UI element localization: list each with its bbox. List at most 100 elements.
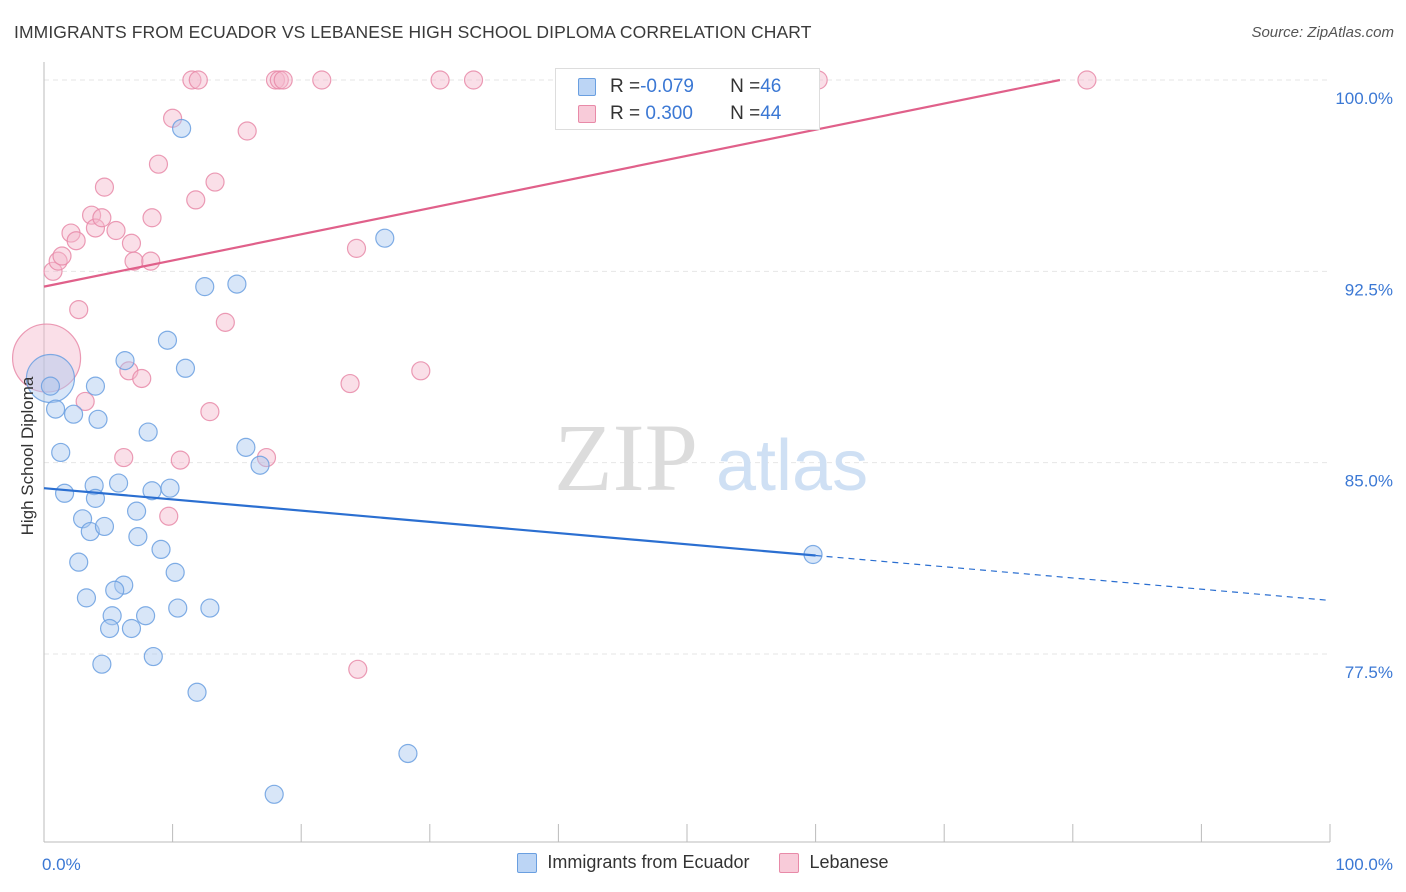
x-tick-label: 100.0% [1335,855,1393,874]
ecuador-point [160,478,180,498]
ecuador-point [51,442,71,463]
lebanese-point [148,154,169,174]
lebanese-point [1077,70,1097,90]
lebanese-trend-line [43,78,1061,288]
ecuador-point [54,483,75,503]
chart-title: IMMIGRANTS FROM ECUADOR VS LEBANESE HIGH… [14,22,812,42]
ecuador-trend-extension [815,554,1331,602]
y-tick-label: 85.0% [1345,472,1393,491]
legend-swatch-pink [578,105,596,123]
ecuador-point [172,118,192,139]
y-axis-label: High School Diploma [18,376,37,536]
legend-r-label: R = [610,76,641,97]
legend-row-ecuador: R = -0.079 N = 46 [578,75,781,99]
ecuador-point [40,376,61,396]
ecuador-point [69,552,89,572]
ecuador-point [175,358,196,378]
lebanese-point [159,506,179,526]
series-legend-label: Immigrants from Ecuador [547,852,750,872]
ecuador-point [264,784,284,804]
series-legend-ecuador[interactable]: Immigrants from Ecuador [517,852,749,873]
lebanese-point [346,238,367,258]
chart-source: Source: ZipAtlas.com [1251,24,1394,41]
ecuador-point [236,437,256,457]
lebanese-point [85,218,106,238]
legend-n-label: N = [730,103,761,124]
ecuador-point [157,330,178,350]
lebanese-point [121,233,142,253]
legend-n-value: 44 [760,103,782,124]
lebanese-point [48,251,68,271]
lebanese-point [75,391,95,412]
ecuador-point [76,588,97,608]
lebanese-point [94,177,115,197]
ecuador-point [126,501,147,521]
lebanese-point [92,208,112,228]
ecuador-point [195,277,215,297]
ecuador-point [92,654,112,674]
ecuador-point [200,598,220,618]
watermark: ZIP atlas [554,404,868,511]
lebanese-point [52,246,72,266]
legend-n-value: 46 [760,76,782,97]
lebanese-point [273,70,293,90]
y-tick-label: 100.0% [1335,89,1393,108]
ecuador-point [99,618,120,639]
ecuador-point [250,455,270,475]
lebanese-point [142,208,162,228]
legend-r-value: -0.079 [640,76,694,97]
lebanese-point [340,373,360,394]
lebanese-point [141,251,161,271]
lebanese-point [106,220,126,241]
series-swatch-pink [779,852,800,873]
ecuador-point [108,473,129,493]
ecuador-point [227,274,247,294]
series-legend-lebanese[interactable]: Lebanese [779,852,889,873]
ecuador-point [80,521,100,542]
legend-swatch-blue [578,78,596,96]
ecuador-point [25,353,76,404]
legend-r-label: R = [610,103,641,124]
lebanese-point [114,447,134,468]
stats-legend: R = -0.079 N = 46 R = 0.300 N = 44 [555,68,820,130]
ecuador-point [45,399,66,419]
y-tick-label: 92.5% [1345,280,1393,299]
lebanese-point [124,251,144,271]
y-tick-label: 77.5% [1345,663,1393,682]
points-layer [11,70,1097,804]
lebanese-point [430,70,450,90]
lebanese-point [256,447,277,468]
ecuador-point [168,598,188,618]
lebanese-point [69,300,89,320]
ecuador-point [375,228,395,248]
legend-r-value: 0.300 [640,103,693,124]
lebanese-point [66,231,86,251]
ecuador-trend-line [43,487,816,557]
legend-n-label: N = [730,76,761,97]
lebanese-point [205,172,225,192]
watermark-atlas: atlas [716,426,868,506]
ecuador-point [85,376,106,396]
lebanese-point [11,323,82,393]
ecuador-point [165,562,185,582]
ecuador-point [105,580,125,600]
ecuador-point [187,682,207,702]
grid-layer [44,79,1330,655]
lebanese-point [43,261,63,281]
ecuador-point [398,743,418,764]
trend-layer [43,78,1331,602]
lebanese-point [348,659,368,679]
lebanese-point [182,70,202,90]
ecuador-point [88,409,108,429]
lebanese-point [463,70,484,90]
series-swatch-blue [517,852,538,873]
ecuador-point [115,351,135,371]
tick-label-layer: 100.0% 92.5% 85.0% 77.5% 0.0% 100.0% [42,89,1393,874]
ecuador-point [121,618,142,639]
ecuador-point [114,575,134,595]
ecuador-point [94,516,115,537]
lebanese-point [237,121,257,141]
ecuador-point [143,646,163,667]
ecuador-point [151,539,171,560]
